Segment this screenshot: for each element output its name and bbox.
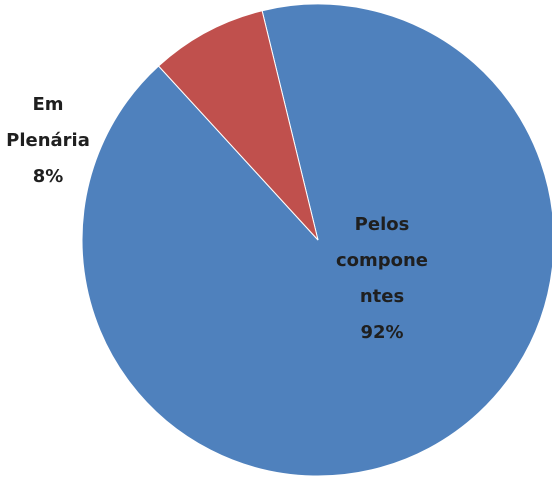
pie-slice-pelos-componentes xyxy=(81,3,552,477)
slice-label-em-plenaria: Em Plenária 8% xyxy=(6,94,90,187)
pie-slice-em-plenaria xyxy=(157,10,319,241)
slice-label-pelos-componentes: Pelos compone ntes 92% xyxy=(336,214,428,343)
